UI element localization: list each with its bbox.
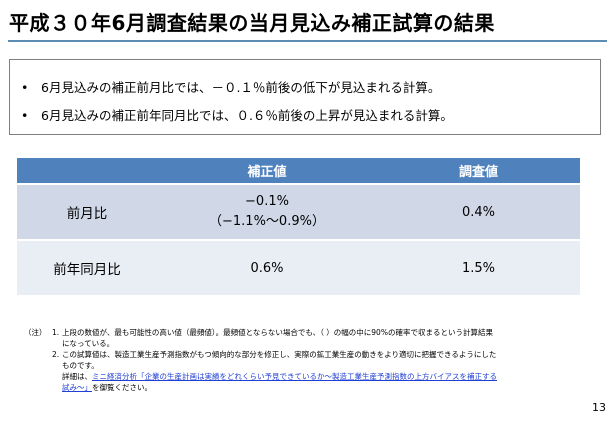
title-underline — [8, 40, 607, 42]
table-row: 前年同月比 0.6% 1.5% — [17, 240, 580, 295]
chousa-cell: 0.4% — [377, 184, 580, 241]
detail-prefix: 詳細は、 — [62, 372, 92, 381]
summary-text: 6月見込みの補正前年同月比では、０.６％前後の上昇が見込まれる計算。 — [41, 108, 453, 123]
note-number: 1. — [52, 328, 60, 337]
hosei-cell: 0.6% — [157, 240, 377, 295]
detail-suffix: を御覧ください。 — [92, 383, 152, 392]
bullet-dot: • — [21, 80, 29, 95]
note-text-cont: ものです。 — [62, 361, 99, 370]
note-detail-line: 詳細は、ミニ経済分析「企業の生産計画は実績をどれくらい予見できているか～製造工業… — [24, 371, 584, 382]
table-header-row: 補正値 調査値 — [17, 158, 580, 185]
chousa-cell: 1.5% — [377, 240, 580, 295]
note-mark: （注） — [24, 328, 47, 337]
page-number: 13 — [592, 401, 606, 414]
hosei-cell: −0.1% （−1.1%〜0.9%） — [157, 184, 377, 241]
summary-bullet: • 6月見込みの補正前年同月比では、０.６％前後の上昇が見込まれる計算。 — [21, 105, 453, 124]
note-text: この試算値は、製造工業生産予測指数がもつ傾向的な部分を修正し、実際の鉱工業生産の… — [62, 350, 497, 359]
note-text-cont: になっている。 — [62, 339, 115, 348]
note-text: 上段の数値が、最も可能性の高い値（最頻値）。最頻値とならない場合でも、（ ）の幅… — [62, 328, 493, 337]
note-1: （注） 1. 上段の数値が、最も可能性の高い値（最頻値）。最頻値とならない場合で… — [24, 327, 584, 349]
summary-bullet: • 6月見込みの補正前月比では、－０.１％前後の低下が見込まれる計算。 — [21, 77, 440, 96]
hosei-value: −0.1% — [245, 194, 289, 209]
row-label: 前月比 — [17, 184, 157, 241]
summary-text: 6月見込みの補正前月比では、－０.１％前後の低下が見込まれる計算。 — [41, 80, 441, 95]
header-chousa: 調査値 — [377, 158, 580, 185]
note-2: 2. この試算値は、製造工業生産予測指数がもつ傾向的な部分を修正し、実際の鉱工業… — [24, 349, 584, 393]
note-detail-line: 試み～」を御覧ください。 — [24, 382, 584, 393]
header-blank — [17, 158, 157, 185]
row-label: 前年同月比 — [17, 240, 157, 295]
note-number: 2. — [52, 350, 60, 359]
summary-box: • 6月見込みの補正前月比では、－０.１％前後の低下が見込まれる計算。 • 6月見込… — [9, 59, 601, 135]
bullet-dot: • — [21, 108, 29, 123]
report-link-cont[interactable]: 試み～」 — [62, 383, 92, 392]
table-row: 前月比 −0.1% （−1.1%〜0.9%） 0.4% — [17, 184, 580, 241]
results-table: 補正値 調査値 前月比 −0.1% （−1.1%〜0.9%） 0.4% 前年同月… — [17, 158, 580, 295]
page-title: 平成３０年6月調査結果の当月見込み補正試算の結果 — [9, 11, 495, 35]
footnotes: （注） 1. 上段の数値が、最も可能性の高い値（最頻値）。最頻値とならない場合で… — [24, 327, 584, 393]
report-link[interactable]: ミニ経済分析「企業の生産計画は実績をどれくらい予見できているか～製造工業生産予測… — [92, 372, 497, 381]
hosei-range: （−1.1%〜0.9%） — [209, 214, 325, 229]
header-hosei: 補正値 — [157, 158, 377, 185]
